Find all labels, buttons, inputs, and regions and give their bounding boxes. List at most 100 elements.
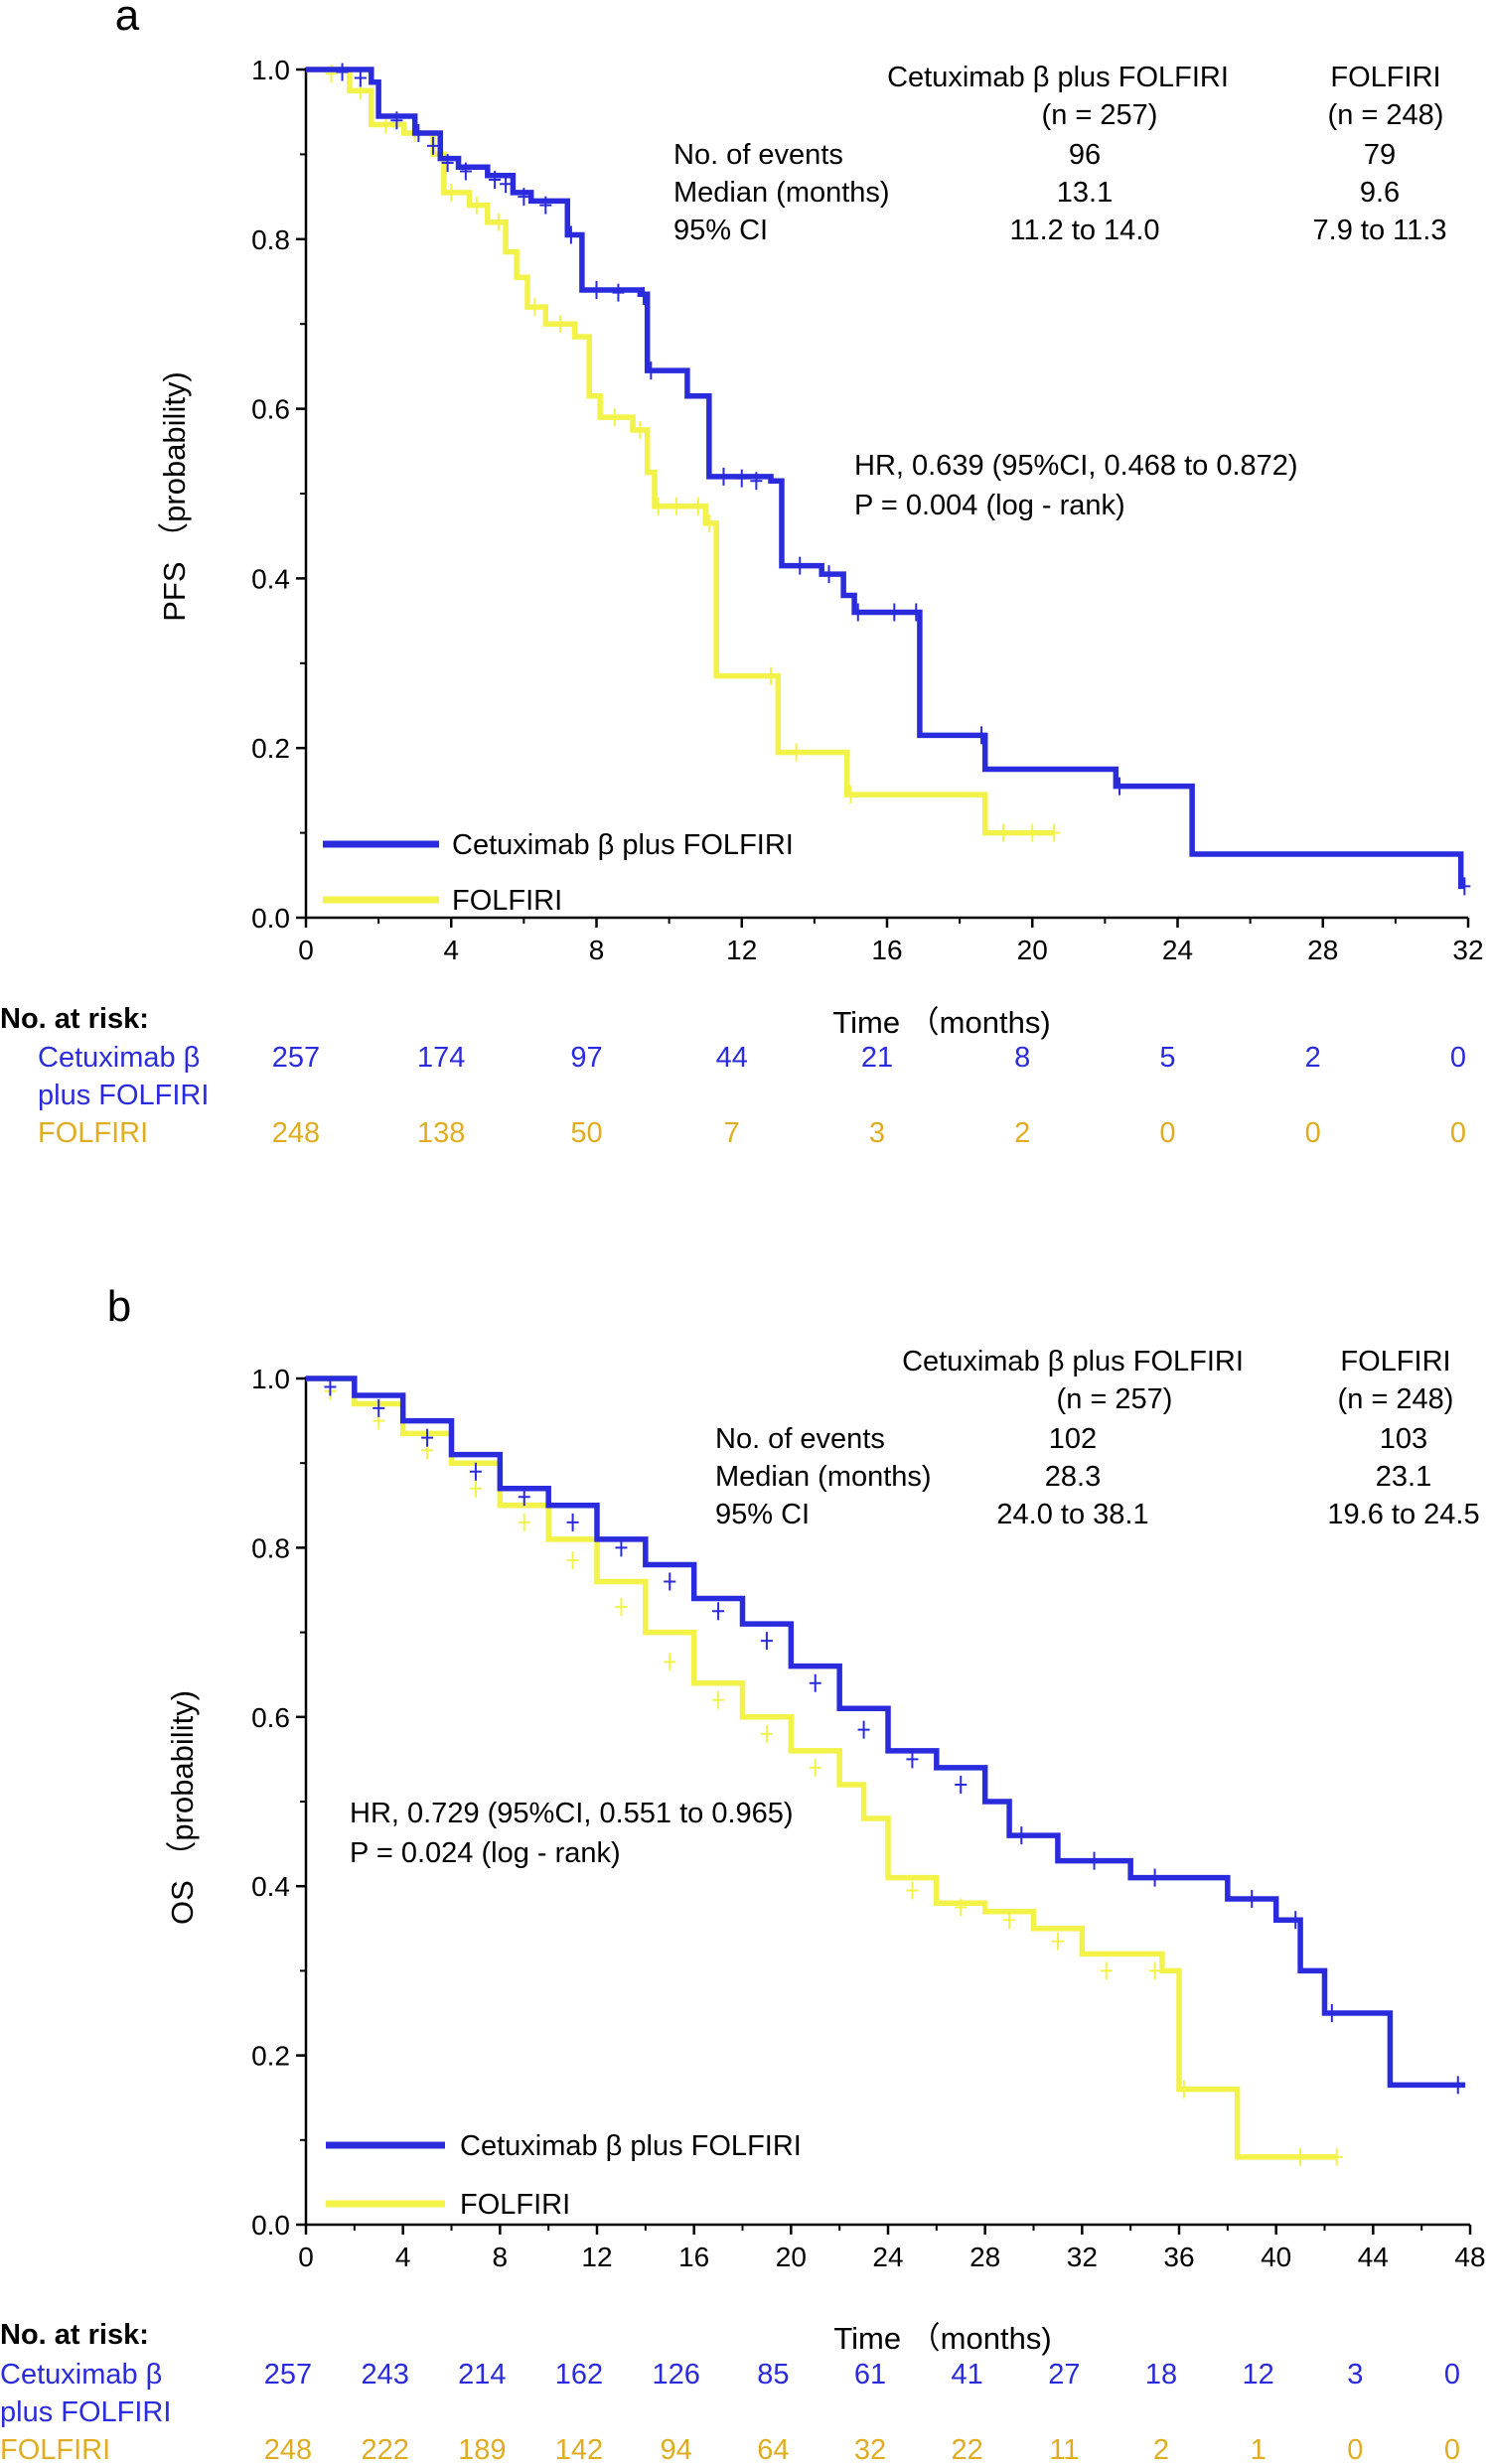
censor-mark <box>590 281 603 300</box>
x-tick-label: 28 <box>1307 935 1338 965</box>
censor-mark <box>1015 1826 1028 1845</box>
censor-mark <box>712 1690 725 1709</box>
panel-letter: b <box>107 1282 131 1331</box>
risk-count-control: 189 <box>458 2434 506 2464</box>
risk-count-treatment: 3 <box>1347 2359 1363 2391</box>
censor-mark <box>518 188 530 207</box>
censor-mark <box>906 1881 919 1900</box>
x-tick-label: 16 <box>678 2242 709 2272</box>
stats-col-n: (n = 257) <box>1042 99 1158 131</box>
censor-mark <box>441 153 454 172</box>
censor-mark <box>750 472 763 491</box>
censor-mark <box>997 823 1009 842</box>
censor-mark <box>975 726 988 745</box>
series-cetuximab-folfiri <box>306 1376 1466 2095</box>
panel-letter: a <box>115 0 140 40</box>
censor-mark <box>421 1428 434 1447</box>
risk-label-treatment: Cetuximab β <box>0 2359 162 2391</box>
risk-title: No. at risk: <box>0 2319 149 2351</box>
censor-mark <box>735 469 748 488</box>
risk-count-treatment: 8 <box>1014 1042 1030 1074</box>
risk-count-treatment: 27 <box>1048 2359 1080 2391</box>
censor-mark <box>1048 823 1061 842</box>
stats-value-control: 23.1 <box>1376 1461 1431 1493</box>
stats-value-control: 9.6 <box>1360 177 1400 209</box>
y-tick-label: 0.6 <box>251 394 290 425</box>
x-tick-label: 36 <box>1163 2242 1194 2272</box>
censor-mark <box>412 124 425 143</box>
stats-value-treatment: 11.2 to 14.0 <box>1009 215 1159 246</box>
y-tick-label: 0.6 <box>251 1702 290 1733</box>
censor-mark <box>1294 2147 1307 2166</box>
censor-mark <box>1088 1851 1101 1870</box>
p-value-text: P = 0.004 (log - rank) <box>854 490 1125 521</box>
risk-count-control: 64 <box>757 2434 789 2464</box>
stats-value-treatment: 13.1 <box>1057 177 1113 209</box>
stats-value-control: 79 <box>1364 139 1396 171</box>
censor-mark <box>612 283 625 302</box>
x-tick-label: 12 <box>581 2242 612 2272</box>
y-tick-label: 0.4 <box>251 563 290 594</box>
censor-mark <box>1289 1911 1302 1930</box>
series-folfiri <box>306 1376 1343 2166</box>
risk-label-control: FOLFIRI <box>0 2434 110 2464</box>
x-tick-label: 8 <box>589 935 605 965</box>
risk-count-treatment: 18 <box>1145 2359 1177 2391</box>
risk-count-treatment: 0 <box>1450 1042 1466 1074</box>
risk-count-control: 3 <box>869 1117 885 1149</box>
stats-col-n: (n = 248) <box>1328 99 1444 131</box>
censor-mark <box>664 1572 676 1591</box>
stats-col-n: (n = 248) <box>1338 1383 1454 1415</box>
x-tick-label: 32 <box>1452 935 1483 965</box>
censor-mark <box>822 565 835 584</box>
x-axis-label: Time （months) <box>832 1005 1050 1040</box>
legend: Cetuximab β plus FOLFIRI FOLFIRI <box>323 829 794 917</box>
censor-mark <box>390 111 403 130</box>
x-tick-label: 12 <box>726 935 757 965</box>
censor-mark <box>372 1398 385 1417</box>
y-tick-label: 0.8 <box>251 224 290 255</box>
risk-count-control: 0 <box>1159 1117 1175 1149</box>
y-tick-label: 1.0 <box>251 1364 290 1394</box>
censor-mark <box>717 467 730 486</box>
km-curve <box>306 1376 1337 2160</box>
stats-row-label: No. of events <box>715 1423 885 1455</box>
risk-count-control: 32 <box>854 2434 886 2464</box>
risk-count-control: 22 <box>952 2434 983 2464</box>
y-tick-label: 0.8 <box>251 1532 290 1563</box>
risk-count-control: 222 <box>361 2434 408 2464</box>
censor-mark <box>1100 1961 1113 1980</box>
censor-mark <box>553 315 566 334</box>
risk-count-treatment: 41 <box>952 2359 983 2391</box>
km-curve <box>306 67 1465 890</box>
risk-count-treatment: 174 <box>417 1042 465 1074</box>
risk-label-treatment: Cetuximab β <box>38 1042 200 1074</box>
x-axis-label: Time （months) <box>833 2321 1051 2356</box>
x-tick-label: 24 <box>1162 935 1193 965</box>
risk-count-treatment: 2 <box>1305 1042 1321 1074</box>
censor-mark <box>1051 1932 1064 1951</box>
risk-table: No. at risk: Cetuximab β plus FOLFIRI FOLFI… <box>0 2319 1460 2464</box>
stats-table: Cetuximab β plus FOLFIRI (n = 257) FOLFIRI… <box>673 62 1446 246</box>
risk-count-treatment: 0 <box>1444 2359 1460 2391</box>
y-axis-label: PFS （probability) <box>157 371 192 622</box>
censor-mark <box>955 1775 968 1794</box>
censor-mark <box>492 213 505 231</box>
censor-mark <box>564 225 577 244</box>
censor-mark <box>702 513 715 532</box>
risk-count-control: 94 <box>661 2434 692 2464</box>
censor-mark <box>844 786 857 804</box>
censor-mark <box>664 1653 676 1671</box>
risk-count-treatment: 12 <box>1243 2359 1274 2391</box>
stats-row-label: 95% CI <box>715 1499 810 1530</box>
stats-value-treatment: 24.0 to 38.1 <box>996 1499 1148 1530</box>
censor-mark <box>765 666 777 685</box>
risk-title: No. at risk: <box>0 1003 149 1035</box>
y-tick-label: 0.4 <box>251 1871 290 1902</box>
legend-label: Cetuximab β plus FOLFIRI <box>460 2130 802 2162</box>
x-tick-label: 20 <box>776 2242 807 2272</box>
stats-col-header: FOLFIRI <box>1330 62 1440 93</box>
risk-count-treatment: 5 <box>1159 1042 1175 1074</box>
censor-mark <box>469 1479 482 1498</box>
